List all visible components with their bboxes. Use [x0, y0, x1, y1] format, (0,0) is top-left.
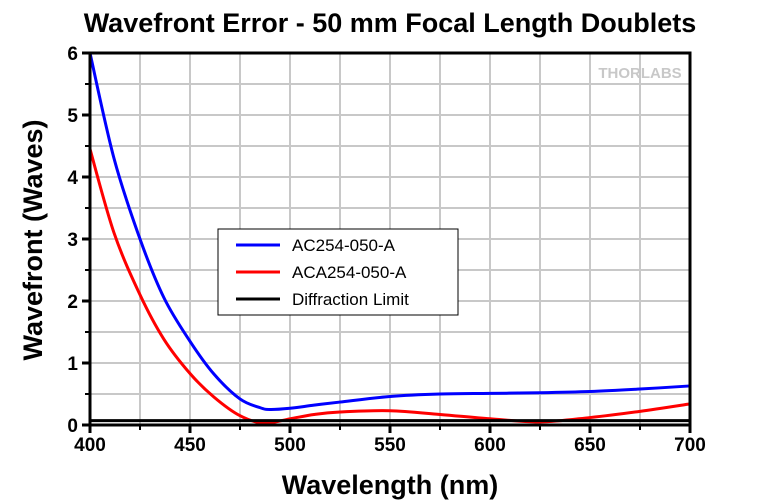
legend-label: AC254-050-A: [292, 236, 396, 255]
legend-label: ACA254-050-A: [292, 263, 407, 282]
legend-label: Diffraction Limit: [292, 290, 409, 309]
grid: [90, 53, 690, 425]
tick-labels: 400 450 500 550 600 650 700 0 1 2 3 4 5 6: [67, 44, 705, 456]
y-tick-label: 5: [67, 106, 78, 127]
x-axis-label: Wavelength (nm): [282, 470, 499, 500]
x-tick-label: 700: [674, 435, 706, 456]
x-tick-label: 500: [274, 435, 306, 456]
legend: AC254-050-A ACA254-050-A Diffraction Limit: [217, 228, 459, 316]
y-tick-label: 4: [67, 168, 78, 189]
y-tick-label: 1: [67, 354, 78, 375]
series-line-ac254-050-a: [88, 52, 691, 412]
y-axis-label: Wavefront (Waves): [18, 119, 48, 360]
y-tick-label: 0: [67, 416, 78, 437]
watermark-logo: THORLABS: [598, 65, 681, 82]
x-tick-label: 600: [474, 435, 506, 456]
series-lines: [88, 52, 691, 425]
y-tick-label: 6: [67, 44, 78, 65]
x-tick-label: 550: [374, 435, 406, 456]
x-tick-label: 450: [174, 435, 206, 456]
axes: [82, 51, 692, 433]
y-tick-label: 3: [67, 230, 78, 251]
y-tick-label: 2: [67, 292, 78, 313]
x-tick-label: 400: [74, 435, 106, 456]
x-tick-label: 650: [574, 435, 606, 456]
chart-title: Wavefront Error - 50 mm Focal Length Dou…: [84, 8, 697, 38]
